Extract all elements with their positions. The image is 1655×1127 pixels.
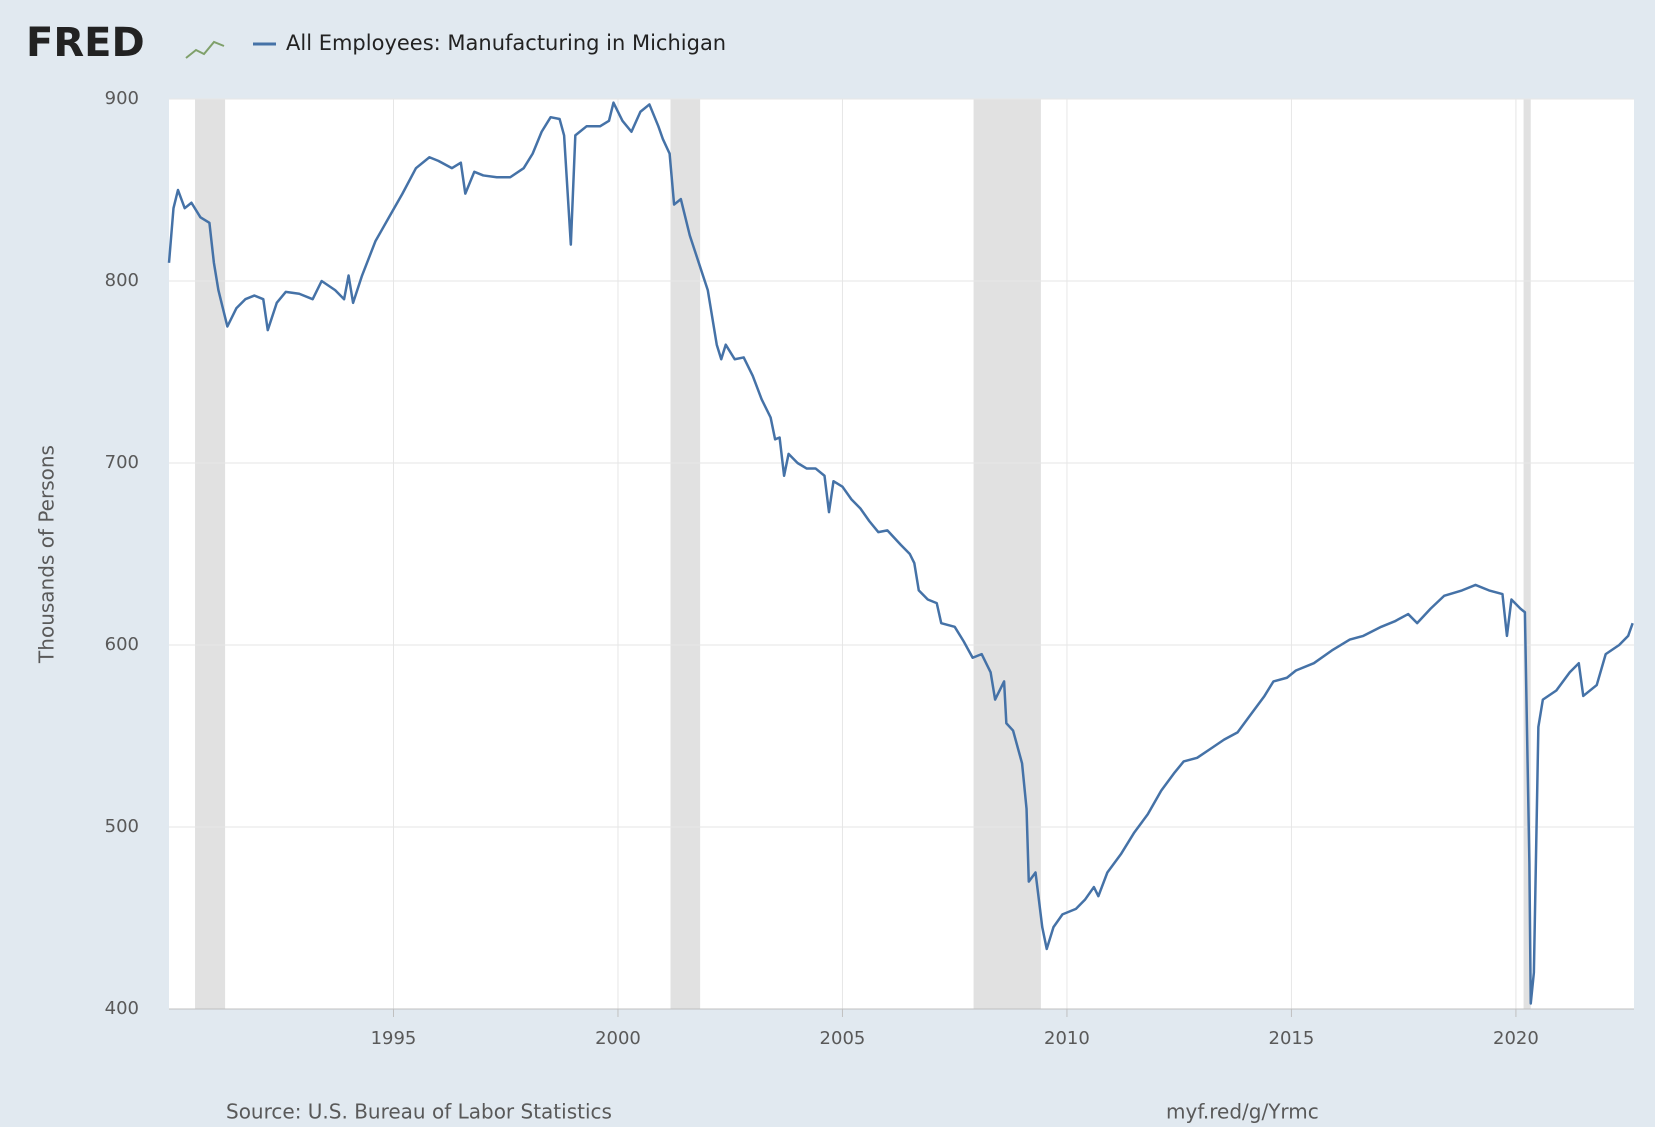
logo-icon [185, 40, 225, 59]
x-tick-label: 2005 [820, 1028, 866, 1049]
x-tick-label: 2010 [1044, 1028, 1090, 1049]
recession-band [1523, 99, 1531, 1009]
x-tick-label: 1995 [371, 1028, 417, 1049]
x-tick-label: 2015 [1269, 1028, 1315, 1049]
y-axis-label: Thousands of Persons [35, 445, 59, 664]
x-tick-label: 2020 [1493, 1028, 1539, 1049]
y-tick-label: 600 [105, 634, 139, 655]
y-tick-label: 900 [105, 88, 139, 109]
y-tick-label: 700 [105, 452, 139, 473]
x-tick-label: 2000 [595, 1028, 641, 1049]
recession-band [195, 99, 226, 1009]
short-url: myf.red/g/Yrmc [1166, 1100, 1319, 1124]
recession-band [973, 99, 1041, 1009]
source: Source: U.S. Bureau of Labor Statistics [226, 1100, 612, 1124]
recession-band [670, 99, 701, 1009]
y-tick-label: 500 [105, 816, 139, 837]
plot-area [169, 99, 1634, 1009]
logo: FRED [26, 20, 145, 66]
series-line [167, 101, 1634, 1005]
y-tick-label: 400 [105, 998, 139, 1019]
legend-label: All Employees: Manufacturing in Michigan [286, 31, 726, 55]
y-tick-label: 800 [105, 270, 139, 291]
